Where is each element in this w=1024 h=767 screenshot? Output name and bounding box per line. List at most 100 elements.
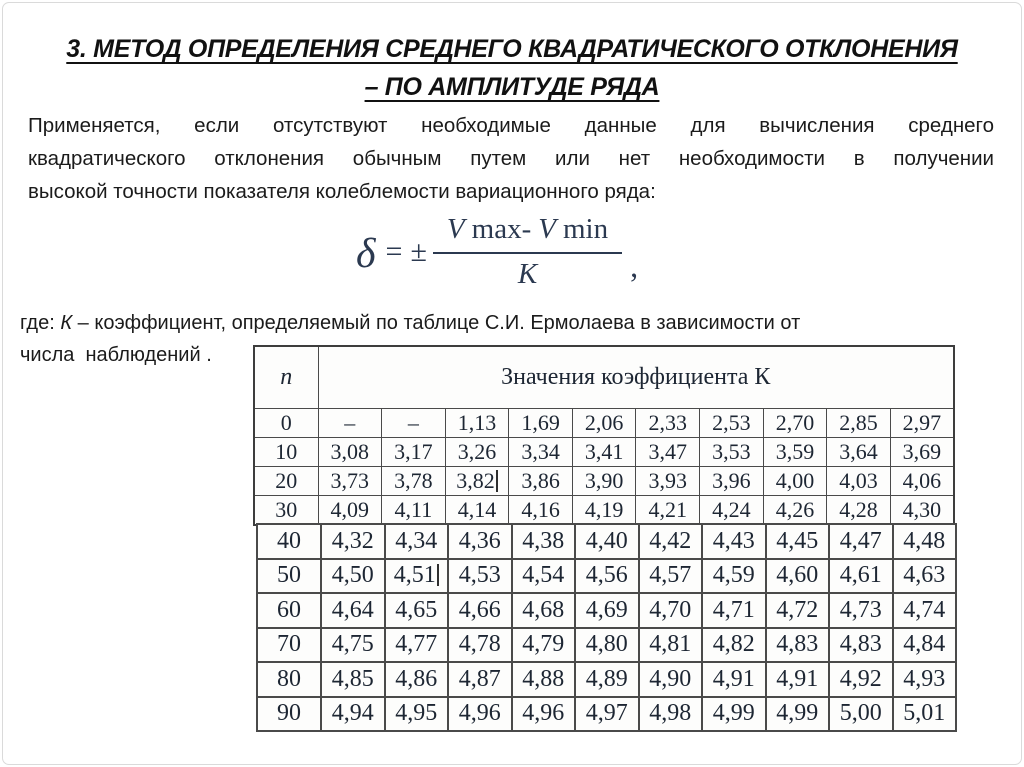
where-line-1: где: К – коэффициент, определяемый по та… (20, 312, 801, 334)
coefficient-cell: 4,19 (571, 495, 637, 526)
coefficient-cell: 4,64 (320, 592, 386, 629)
coefficient-cell: 4,53 (447, 557, 513, 594)
row-n-cell: 20 (253, 466, 319, 496)
coefficient-cell: 4,42 (637, 523, 703, 560)
coefficient-cell: 4,30 (889, 495, 955, 526)
coefficient-cell: 4,95 (383, 695, 449, 732)
row-n-cell: 70 (256, 626, 322, 663)
coefficient-cell: 4,50 (320, 557, 386, 594)
coefficient-cell: 3,64 (826, 437, 891, 467)
plus-minus-sign: ± (410, 235, 427, 268)
coefficient-cell: 4,68 (510, 592, 576, 629)
coefficient-cell: 4,82 (701, 626, 767, 663)
coefficient-cell: 4,72 (764, 592, 830, 629)
k-symbol: К (60, 312, 73, 334)
coefficient-cell: 4,65 (383, 592, 449, 629)
table-row: 90 4,94 4,95 4,96 4,96 4,97 4,98 4,99 4,99 5,00 5,… (256, 695, 957, 732)
coefficient-cell: 5,00 (828, 695, 894, 732)
coefficient-cell: 3,26 (444, 437, 510, 467)
intro-paragraph: Применяется, если отсутствуют необходимы… (28, 109, 994, 208)
coefficient-cell: 3,73 (317, 466, 383, 496)
fraction: V max- V min K (432, 213, 623, 291)
intro-line: высокой точности показателя колеблемости… (28, 180, 656, 203)
text-cursor-artifact (495, 470, 498, 492)
coefficient-cell: 4,98 (637, 695, 703, 732)
v-min-symbol: V (538, 213, 556, 245)
coefficient-cell: 1,69 (508, 408, 573, 438)
coefficient-cell: 4,78 (447, 626, 513, 663)
coefficient-cell: 4,97 (574, 695, 640, 732)
coefficient-cell: 3,82 (444, 466, 510, 496)
where-line-2: числа наблюдений . (20, 344, 212, 366)
coefficient-cell: 4,81 (637, 626, 703, 663)
coefficient-cell: 3,08 (317, 437, 383, 467)
coefficient-cell: 3,47 (635, 437, 701, 467)
table-row: 50 4,50 4,51 4,53 4,54 4,56 4,57 4,59 4,60 4,61 4,… (256, 557, 957, 594)
coefficient-cell: 4,90 (637, 661, 703, 698)
coefficient-cell: 4,21 (635, 495, 701, 526)
coefficient-cell: 3,93 (635, 466, 701, 496)
coefficient-cell: 4,32 (320, 523, 386, 560)
coefficient-cell: 4,40 (574, 523, 640, 560)
coefficient-cell: 4,96 (510, 695, 576, 732)
slide-title-line-2: – ПО АМПЛИТУДЕ РЯДА (364, 73, 660, 101)
table-header-n: n (253, 345, 319, 409)
coefficient-cell: 4,74 (891, 592, 957, 629)
coefficient-cell: 5,01 (891, 695, 957, 732)
coefficient-cell: 3,78 (381, 466, 446, 496)
coefficient-cell: 4,71 (701, 592, 767, 629)
fraction-numerator: V max- V min (432, 213, 623, 254)
coefficient-cell: 4,45 (764, 523, 830, 560)
coefficient-cell: 3,90 (571, 466, 637, 496)
row-n-cell: 30 (253, 495, 319, 526)
coefficient-cell: 2,97 (889, 408, 955, 438)
coefficient-cell: 4,96 (447, 695, 513, 732)
fraction-denominator-k: K (517, 258, 538, 290)
coefficient-cell: 4,09 (317, 495, 383, 526)
coefficient-cell: 4,88 (510, 661, 576, 698)
coefficient-cell: 4,91 (701, 661, 767, 698)
coefficient-cell: 4,54 (510, 557, 576, 594)
coefficient-cell: 4,80 (574, 626, 640, 663)
coefficient-cell: 3,86 (508, 466, 573, 496)
coefficient-cell: 4,60 (764, 557, 830, 594)
coefficient-cell: 4,43 (701, 523, 767, 560)
row-n-cell: 60 (256, 592, 322, 629)
coefficient-cell: 4,94 (320, 695, 386, 732)
slide-title: 3. МЕТОД ОПРЕДЕЛЕНИЯ СРЕДНЕГО КВАДРАТИЧЕ… (0, 30, 1024, 106)
coefficient-cell: 4,47 (828, 523, 894, 560)
coefficient-cell: 4,75 (320, 626, 386, 663)
coefficient-cell: 4,14 (444, 495, 510, 526)
coefficient-cell: 4,63 (891, 557, 957, 594)
coefficient-cell: 4,73 (828, 592, 894, 629)
v-max-symbol: V (446, 213, 465, 245)
coefficient-cell: 2,53 (699, 408, 764, 438)
coefficient-cell: 4,26 (762, 495, 828, 526)
table-row: 0– –1,13 1,69 2,06 2,33 2,53 2,70 2,85 2,97 (253, 408, 955, 438)
coefficient-cell: 4,00 (762, 466, 828, 496)
coefficient-cell: 4,92 (828, 661, 894, 698)
coefficient-cell: – (381, 408, 446, 438)
coefficient-cell: 4,57 (637, 557, 703, 594)
table-header-k-values: Значения коэффициента К (317, 345, 955, 409)
coefficient-cell: 4,84 (891, 626, 957, 663)
intro-line: Применяется, если отсутствуют необходимы… (28, 114, 994, 137)
row-n-cell: 90 (256, 695, 322, 732)
row-n-cell: 0 (253, 408, 319, 438)
table-header-row: n Значения коэффициента К (253, 345, 955, 409)
coefficient-cell: 4,77 (383, 626, 449, 663)
row-n-cell: 10 (253, 437, 319, 467)
coefficient-cell: 4,36 (447, 523, 513, 560)
table-row: 70 4,75 4,77 4,78 4,79 4,80 4,81 4,82 4,83 4,83 4,… (256, 626, 957, 663)
coefficient-cell: 4,11 (381, 495, 446, 526)
coefficient-cell: 3,41 (571, 437, 637, 467)
coefficient-cell: 4,51 (383, 557, 449, 594)
coefficient-cell: 4,93 (891, 661, 957, 698)
ermolaev-coefficient-table-upper: n Значения коэффициента К 0– –1,13 1,69 2,0… (253, 345, 955, 526)
coefficient-cell: 4,06 (889, 466, 955, 496)
coefficient-cell: 4,56 (574, 557, 640, 594)
coefficient-cell: 3,59 (762, 437, 828, 467)
coefficient-cell: 4,99 (701, 695, 767, 732)
coefficient-cell: 4,59 (701, 557, 767, 594)
